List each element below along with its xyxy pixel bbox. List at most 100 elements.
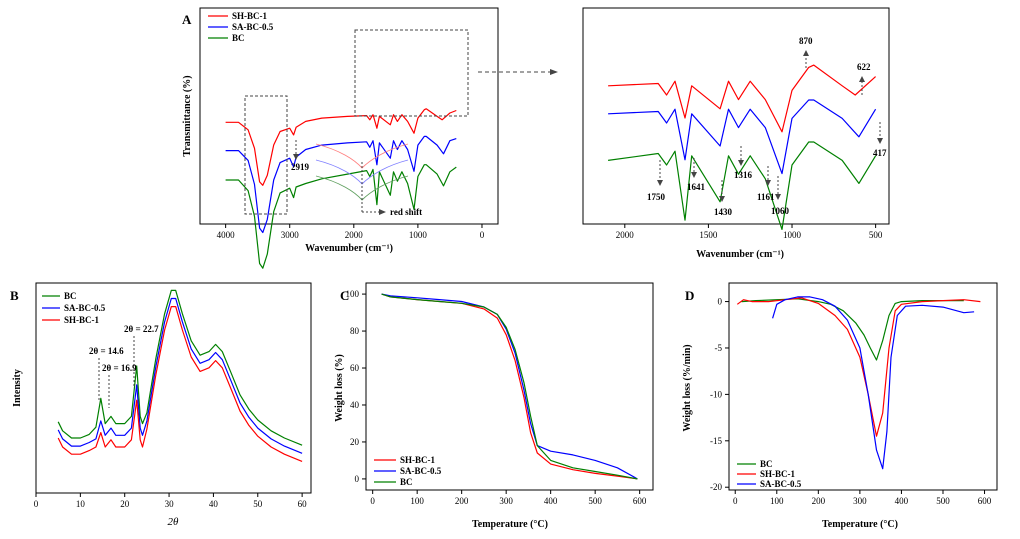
zoom-arrow-head <box>550 69 558 75</box>
x-tick-label-1000: 1000 <box>783 230 802 240</box>
panel-b-x-ticks: 0 10 20 30 40 50 60 <box>34 493 307 509</box>
panel-b-label: B <box>10 288 19 303</box>
legend-label-bc: BC <box>64 291 77 301</box>
panel-a-label: A <box>182 12 192 27</box>
legend-label-bc: BC <box>400 477 413 487</box>
annotation-1641: 1641 <box>687 182 706 192</box>
series-line-sh-bc-1 <box>608 64 877 133</box>
y-tick-label-100: 100 <box>346 289 360 299</box>
panel-a-zoom-frame <box>582 7 890 225</box>
panel-d-y-label: Weight loss (%/min) <box>682 344 693 431</box>
x-tick-label-100: 100 <box>410 496 424 506</box>
panel-c-frame <box>365 282 654 491</box>
series-line-bc <box>225 164 457 269</box>
y-tick-label-20: 20 <box>350 437 360 447</box>
x-tick-label-400: 400 <box>544 496 558 506</box>
arrow-1161-head <box>765 180 771 186</box>
x-tick-label-600: 600 <box>633 496 647 506</box>
x-tick-label-1000: 1000 <box>409 230 428 240</box>
annotation-1316: 1316 <box>734 170 753 180</box>
series-line-sa-bc-0-5 <box>608 99 877 175</box>
x-tick-label-60: 60 <box>298 499 308 509</box>
series-line-sa-bc-0-5 <box>772 296 975 470</box>
panel-b: B 0 10 20 30 40 50 60 BC SA-BC-0.5 SH-BC-1 2θ … <box>10 282 312 528</box>
legend-label-sh-bc-1: SH-BC-1 <box>232 11 268 21</box>
panel-d-series <box>736 296 981 470</box>
zoom-box-fingerprint <box>354 29 469 117</box>
x-tick-label-2000: 2000 <box>345 230 364 240</box>
legend-label-bc: BC <box>760 459 773 469</box>
panel-b-x-label: 2θ <box>168 516 180 528</box>
arrow-1316-head <box>738 160 744 166</box>
x-tick-label-600: 600 <box>978 496 992 506</box>
red-shift-inset: red shift <box>315 143 422 217</box>
panel-b-annotations: 2θ = 14.6 2θ = 16.9 2θ = 22.7 <box>89 324 159 408</box>
annotation-1060: 1060 <box>771 206 790 216</box>
annotation-2theta-22-7: 2θ = 22.7 <box>124 324 159 334</box>
panel-a-x-ticks: 4000 3000 2000 1000 0 <box>217 224 485 240</box>
y-tick-label-10: -10 <box>710 389 722 399</box>
annotation-2919: 2919 <box>291 162 310 172</box>
y-tick-label-60: 60 <box>350 363 360 373</box>
y-tick-label-80: 80 <box>350 326 360 336</box>
annotation-870: 870 <box>799 36 813 46</box>
y-tick-label-15: -15 <box>710 436 722 446</box>
series-line-bc <box>741 298 964 361</box>
x-tick-label-200: 200 <box>455 496 469 506</box>
x-tick-label-0: 0 <box>733 496 738 506</box>
series-line-sh-bc-1 <box>736 297 981 437</box>
x-tick-label-400: 400 <box>895 496 909 506</box>
panel-d-x-label: Temperature (°C) <box>822 519 898 530</box>
x-tick-label-200: 200 <box>812 496 826 506</box>
series-line-sh-bc-1 <box>57 306 303 462</box>
y-tick-label-20: -20 <box>710 482 722 492</box>
arrow-2919-head <box>293 154 299 160</box>
x-tick-label-500: 500 <box>588 496 602 506</box>
annotation-622: 622 <box>857 62 871 72</box>
panel-a-x-label: Wavenumber (cm⁻¹) <box>305 243 393 254</box>
legend-label-sh-bc-1: SH-BC-1 <box>64 315 100 325</box>
panel-c-series <box>381 293 638 480</box>
legend-label-sa-bc-05: SA-BC-0.5 <box>760 479 802 489</box>
panel-d-ticks: 0 100 200 300 400 500 600 0 -5 -10 -15 -20 <box>710 297 992 506</box>
x-tick-label-40: 40 <box>209 499 219 509</box>
annotation-red-shift: red shift <box>390 207 422 217</box>
x-tick-label-10: 10 <box>76 499 86 509</box>
panel-a-series <box>225 108 457 269</box>
panel-b-legend: BC SA-BC-0.5 SH-BC-1 <box>42 291 106 325</box>
series-line-sa-bc-0-5 <box>57 297 303 454</box>
x-tick-label-50: 50 <box>253 499 263 509</box>
legend-label-sh-bc-1: SH-BC-1 <box>760 469 796 479</box>
panel-a: A 4000 3000 2000 1000 0 SH-BC-1 SA-BC-0.5 BC… <box>182 7 558 269</box>
annotation-1750: 1750 <box>647 192 666 202</box>
x-tick-label-3000: 3000 <box>281 230 300 240</box>
legend-label-bc: BC <box>232 33 245 43</box>
legend-label-sa-bc-05: SA-BC-0.5 <box>400 466 442 476</box>
panel-b-series <box>57 289 303 462</box>
x-tick-label-30: 30 <box>165 499 175 509</box>
y-tick-label-5: -5 <box>715 343 723 353</box>
panel-a-zoom-annotations: 870 622 417 1750 1641 1430 1316 1161 106 <box>647 36 887 217</box>
panel-c-legend: SH-BC-1 SA-BC-0.5 BC <box>374 455 442 487</box>
panel-c: C 0 100 200 300 400 500 600 0 20 40 60 80 100 SH-BC-… <box>334 282 654 530</box>
series-line-bc <box>57 289 303 446</box>
panel-b-frame <box>35 282 312 494</box>
panel-a-zoom-x-label: Wavenumber (cm⁻¹) <box>696 249 784 260</box>
series-line-bc <box>381 293 638 480</box>
y-tick-label-0: 0 <box>718 297 723 307</box>
y-tick-label-40: 40 <box>350 400 360 410</box>
arrow-1750-head <box>657 180 663 186</box>
x-tick-label-0: 0 <box>34 499 39 509</box>
legend-label-sa-bc-05: SA-BC-0.5 <box>64 303 106 313</box>
x-tick-label-100: 100 <box>770 496 784 506</box>
panel-c-ticks: 0 100 200 300 400 500 600 0 20 40 60 80 100 <box>346 289 647 506</box>
inset-shift-arrow-head <box>379 209 386 215</box>
arrow-1060-head <box>775 194 781 200</box>
panel-a-frame <box>199 7 499 225</box>
y-tick-label-0: 0 <box>355 474 360 484</box>
zoom-box-oh-region <box>244 95 288 215</box>
x-tick-label-300: 300 <box>853 496 867 506</box>
arrow-870-head <box>803 50 809 56</box>
series-line-sa-bc-0-5 <box>225 135 457 234</box>
annotation-417: 417 <box>873 148 887 158</box>
